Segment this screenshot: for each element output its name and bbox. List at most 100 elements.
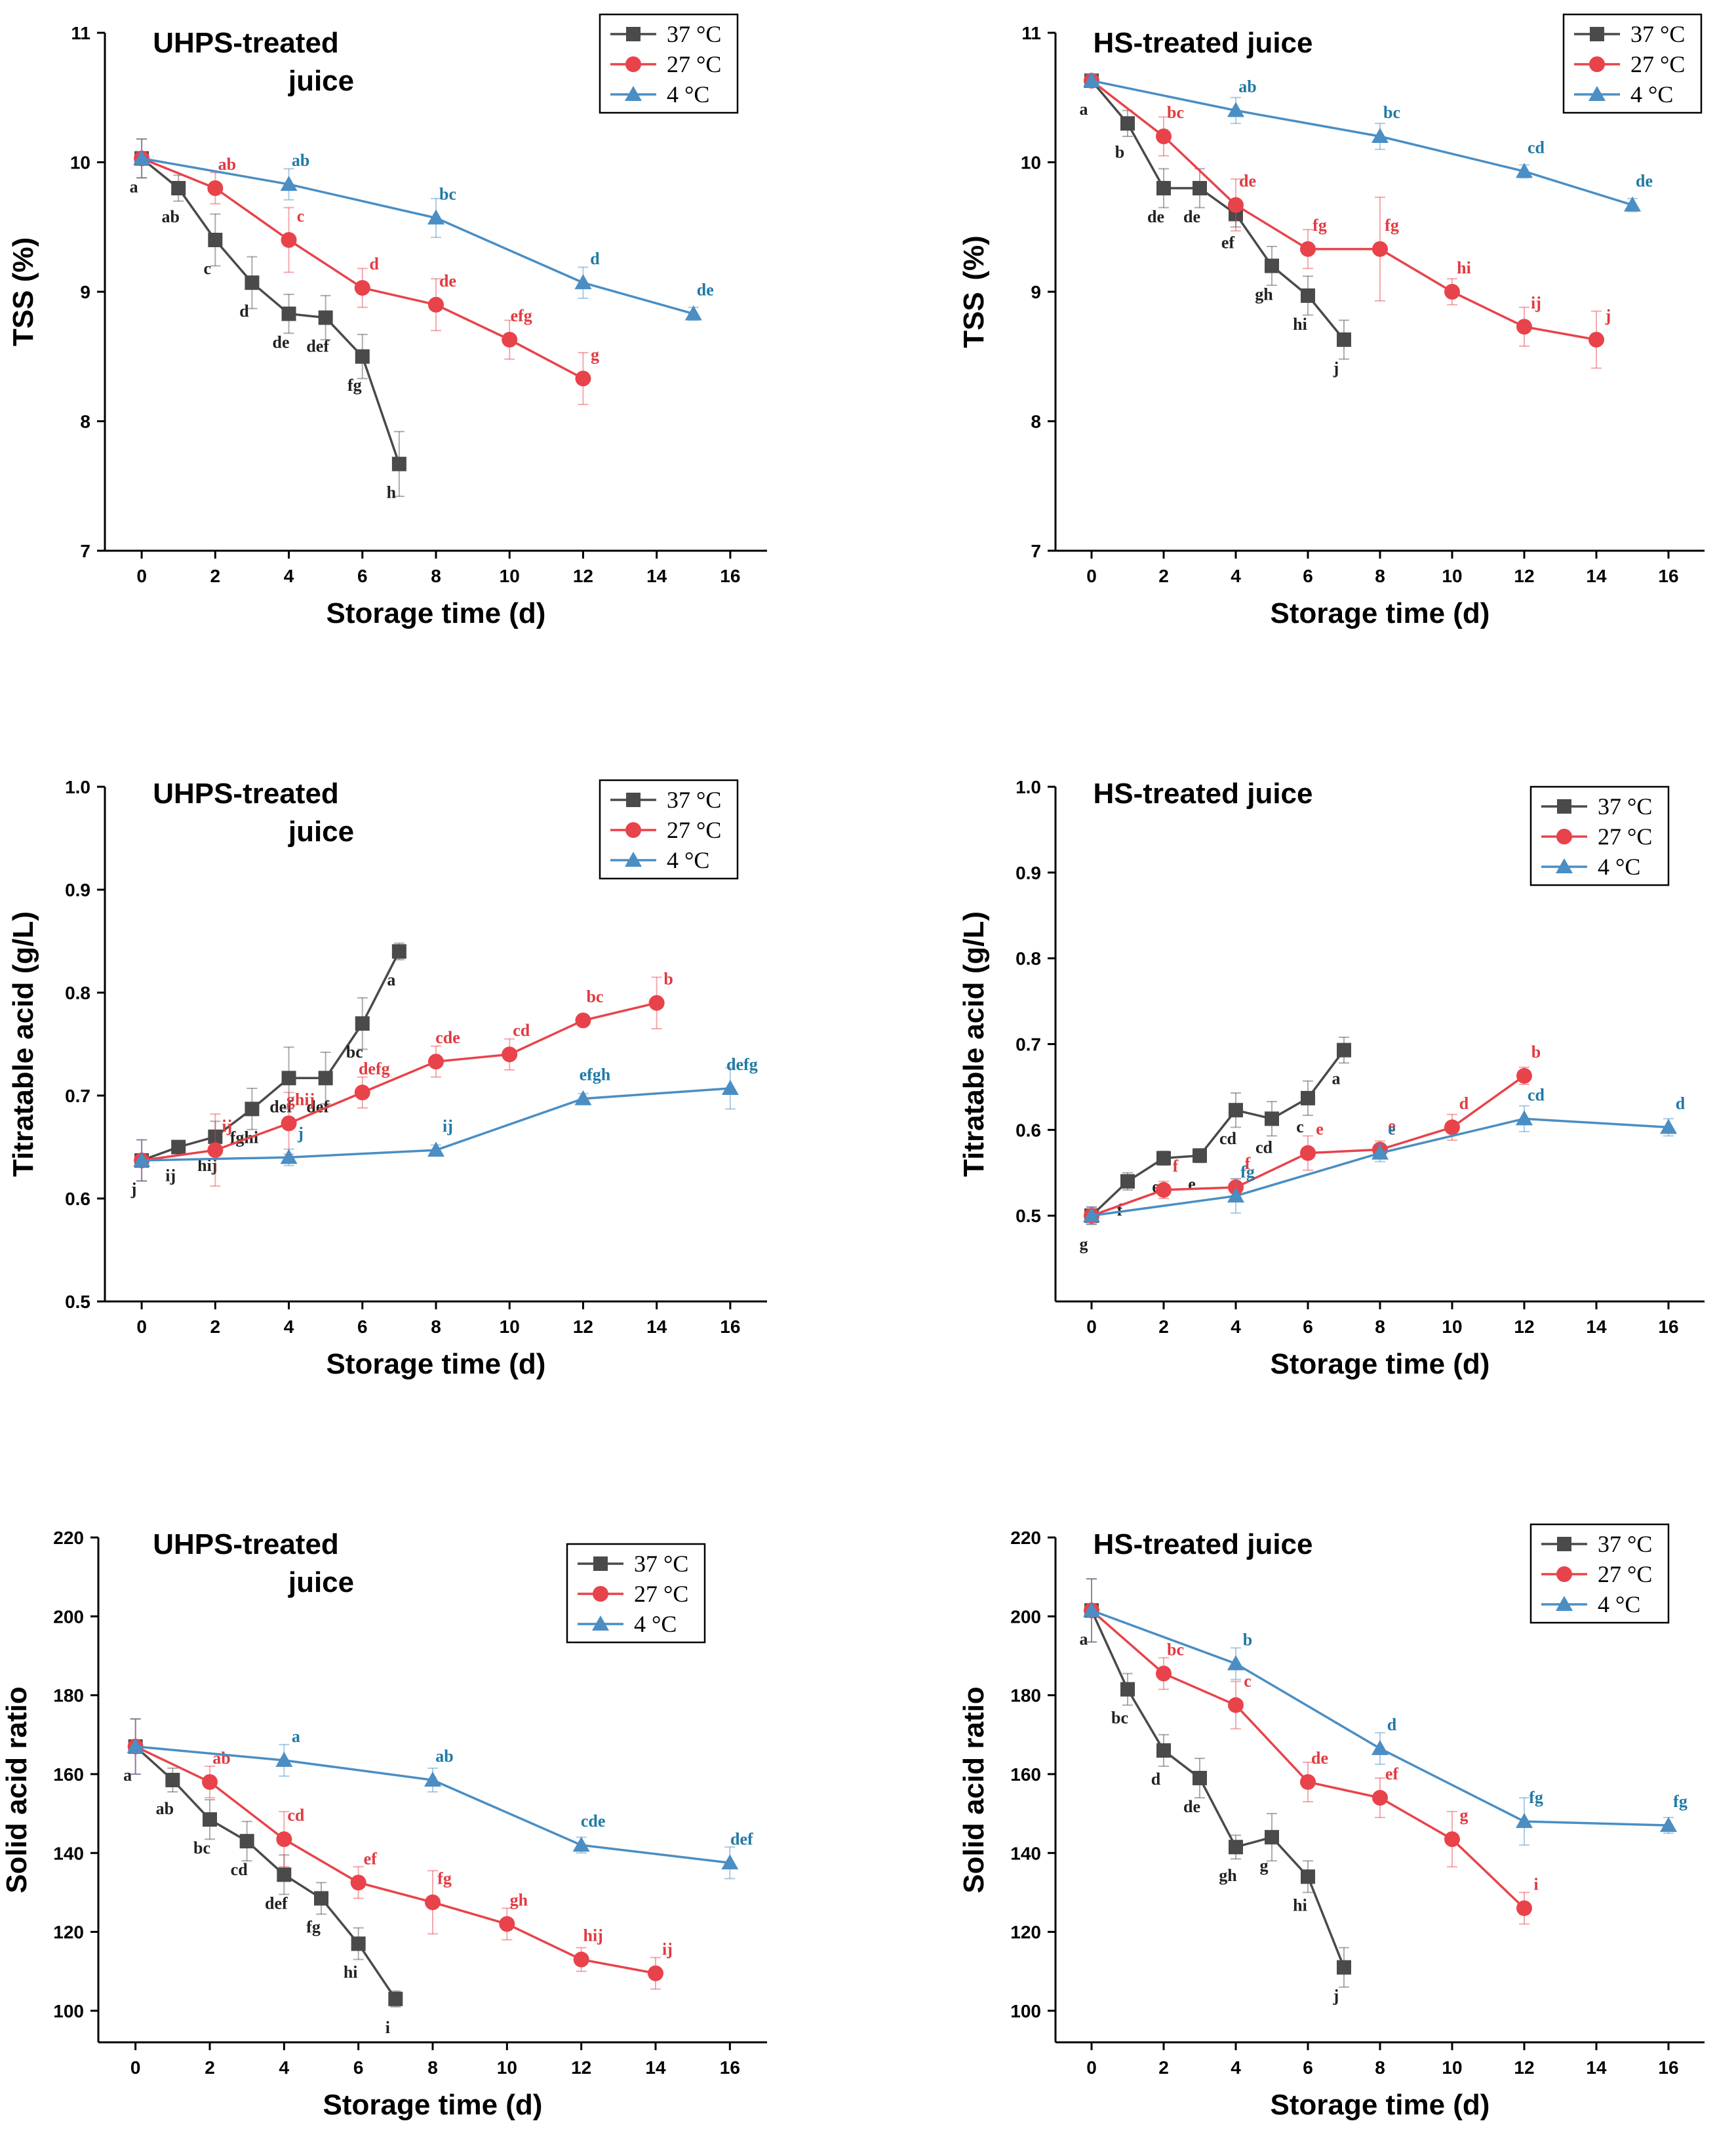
- significance-letter: e: [1316, 1120, 1324, 1139]
- data-point: [388, 1991, 403, 2006]
- y-tick-label: 0.7: [1016, 1035, 1041, 1055]
- legend-marker: [592, 1615, 609, 1631]
- chart-title: juice: [288, 65, 354, 97]
- data-point: [277, 1867, 292, 1882]
- x-tick-label: 14: [646, 1317, 667, 1337]
- data-point: [207, 180, 224, 196]
- data-point: [1227, 1655, 1244, 1671]
- data-point: [574, 274, 592, 290]
- data-point: [648, 1965, 663, 1981]
- significance-letter: g: [1460, 1806, 1469, 1825]
- legend-label: 4 °C: [1598, 854, 1640, 880]
- significance-letter: hij: [583, 1926, 602, 1945]
- data-point: [1371, 1144, 1389, 1160]
- y-tick-label: 10: [1021, 153, 1041, 173]
- x-tick-label: 16: [720, 566, 740, 586]
- chart-title: HS-treated juice: [1094, 1528, 1313, 1560]
- x-tick-label: 0: [136, 566, 147, 586]
- data-point: [1301, 1090, 1315, 1105]
- significance-letter: fg: [1240, 1162, 1255, 1181]
- legend-marker: [1556, 1566, 1572, 1582]
- x-tick-label: 2: [210, 1317, 221, 1337]
- data-point: [1120, 1174, 1135, 1189]
- data-point: [351, 1936, 366, 1951]
- data-point: [1228, 1697, 1244, 1713]
- significance-letter: cd: [513, 1021, 530, 1040]
- significance-letter: ab: [156, 1799, 174, 1818]
- series-4c: a ab cde def: [127, 1718, 753, 1880]
- series-37c: a ab c d de def fg h: [130, 138, 406, 502]
- significance-letter: ab: [212, 1749, 230, 1768]
- significance-letter: def: [306, 1097, 329, 1116]
- legend-label: 27 °C: [1630, 51, 1685, 77]
- data-point: [428, 296, 444, 313]
- significance-letter: b: [1115, 142, 1124, 161]
- x-tick-label: 8: [1375, 1317, 1385, 1337]
- x-tick-label: 8: [431, 566, 441, 586]
- y-tick-label: 8: [1031, 412, 1041, 432]
- data-point: [281, 1115, 297, 1132]
- significance-letter: b: [663, 970, 673, 989]
- significance-letter: a: [387, 970, 395, 989]
- data-point: [245, 275, 260, 290]
- data-point: [1337, 332, 1351, 347]
- legend-label: 27 °C: [667, 817, 721, 843]
- data-point: [721, 1854, 739, 1870]
- data-point: [502, 332, 518, 348]
- data-point: [1516, 1900, 1532, 1916]
- significance-letter: cde: [581, 1812, 606, 1831]
- data-point: [281, 1071, 296, 1086]
- x-tick-label: 2: [1158, 566, 1169, 586]
- data-point: [318, 310, 333, 325]
- x-axis-title: Storage time (d): [1271, 1348, 1490, 1380]
- data-point: [1229, 1840, 1243, 1855]
- significance-letter: de: [697, 281, 714, 300]
- data-point: [207, 1142, 224, 1159]
- chart-title: juice: [288, 816, 354, 848]
- y-tick-label: 0.7: [65, 1086, 90, 1106]
- x-tick-label: 12: [573, 566, 593, 586]
- y-tick-label: 200: [1010, 1606, 1041, 1627]
- x-tick-label: 4: [1231, 566, 1241, 586]
- y-tick-label: 0.5: [1016, 1206, 1041, 1226]
- data-point: [202, 1773, 218, 1790]
- data-point: [133, 1151, 151, 1167]
- data-point: [1228, 1179, 1244, 1195]
- x-tick-label: 10: [1442, 566, 1462, 586]
- significance-letter: gh: [510, 1891, 528, 1910]
- significance-letter: gh: [1219, 1866, 1237, 1885]
- chart-title: UHPS-treated: [153, 778, 339, 810]
- data-point: [165, 1772, 180, 1787]
- data-point: [1156, 1743, 1171, 1758]
- x-tick-label: 0: [1086, 1317, 1097, 1337]
- significance-letter: ij: [1531, 293, 1541, 312]
- significance-letter: fg: [306, 1917, 321, 1936]
- data-point: [1444, 1831, 1460, 1848]
- data-point: [1300, 1145, 1316, 1161]
- significance-letter: c: [1296, 1117, 1304, 1136]
- legend-label: 37 °C: [1598, 1531, 1652, 1557]
- data-point: [280, 176, 298, 191]
- data-point: [171, 1139, 186, 1155]
- data-point: [208, 1129, 223, 1144]
- significance-letter: defg: [726, 1055, 758, 1074]
- significance-letter: d: [590, 249, 600, 268]
- x-axis-title: Storage time (d): [1271, 2089, 1490, 2121]
- significance-letter: c: [297, 207, 305, 226]
- data-point: [1660, 1119, 1677, 1134]
- significance-letter: cde: [435, 1028, 460, 1047]
- data-point: [1444, 284, 1460, 300]
- data-point: [684, 305, 702, 321]
- series-line: [1090, 1049, 1345, 1217]
- legend-marker: [1556, 858, 1573, 873]
- data-point: [355, 1016, 370, 1031]
- series-4c: b d fg fg: [1083, 1578, 1687, 1846]
- legend: 37 °C 27 °C 4 °C: [599, 13, 739, 114]
- legend-label: 27 °C: [1598, 823, 1652, 850]
- significance-letter: bc: [346, 1042, 363, 1061]
- data-point: [276, 1831, 292, 1848]
- legend-marker: [625, 56, 641, 72]
- significance-letter: efgh: [580, 1065, 611, 1084]
- data-point: [281, 232, 297, 248]
